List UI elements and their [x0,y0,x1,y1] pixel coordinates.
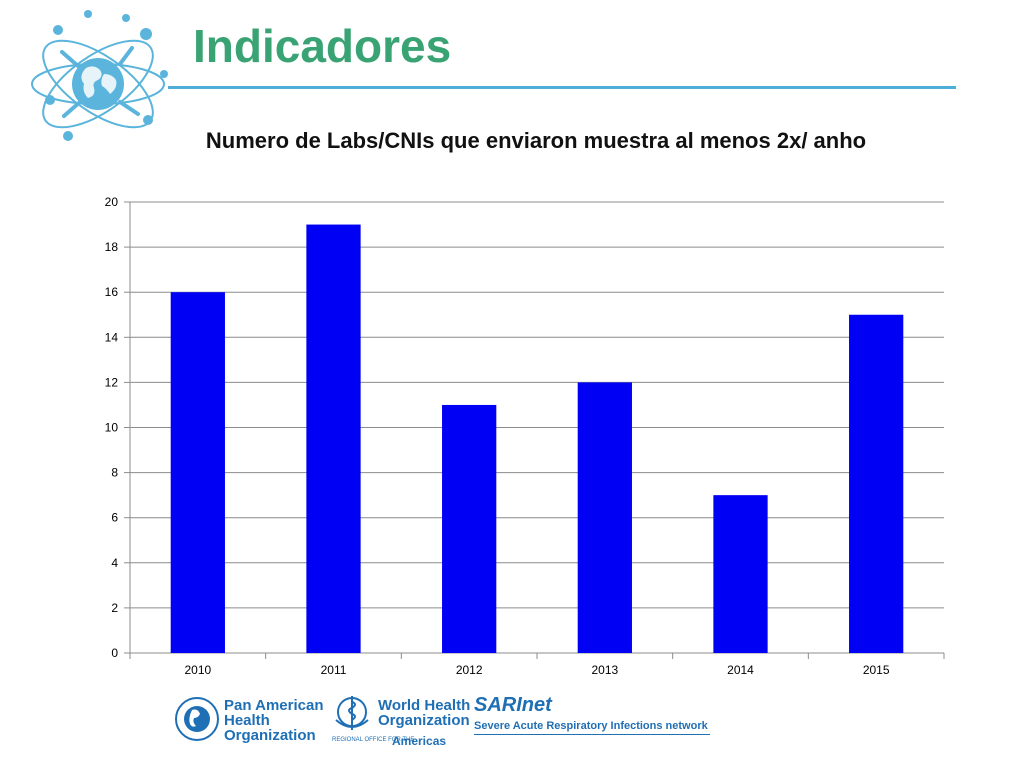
y-tick-label: 4 [111,556,118,570]
y-tick-label: 18 [105,240,119,254]
who-logo: World Health Organization REGIONAL OFFIC… [330,692,470,752]
y-tick-label: 14 [105,330,119,344]
title-divider [168,86,956,89]
who-emblem-icon [335,696,369,730]
x-tick-label: 2013 [591,663,618,677]
chart-title: Numero de Labs/CNIs que enviaron muestra… [205,128,867,153]
who-americas: Americas [392,734,447,748]
paho-seal-icon [175,697,219,741]
paho-line2: Health [224,712,270,729]
bar-2011 [306,224,361,654]
bar-2012 [442,404,497,653]
bar-2015 [849,314,904,653]
x-tick-label: 2014 [727,663,754,677]
x-tick-label: 2011 [321,663,347,677]
y-tick-label: 10 [105,421,119,435]
bar-2014 [713,495,768,653]
footer-logos: Pan American Health Organization World H… [0,690,1024,760]
sarinet-underline [474,734,710,735]
y-tick-label: 12 [105,375,119,389]
bar-2013 [577,382,632,653]
sarinet-logo: SARInet Severe Acute Respiratory Infecti… [472,690,717,740]
x-tick-label: 2010 [184,663,211,677]
y-tick-label: 8 [111,466,118,480]
slide-title: Indicadores [193,20,452,72]
who-line2: Organization [378,712,470,729]
paho-logo: Pan American Health Organization [174,692,324,748]
paho-line3: Organization [224,727,316,744]
who-regional-office: REGIONAL OFFICE FOR THE [332,737,415,743]
y-tick-label: 6 [111,511,118,525]
bar-chart: 0 2 4 6 8 10 12 14 16 18 20 2010 2011 2012 2013 2014 201… [105,195,945,677]
y-tick-label: 2 [111,601,118,615]
sarinet-name: SARInet [474,694,552,716]
sarinet-tagline: Severe Acute Respiratory Infections netw… [474,720,708,732]
y-tick-label: 0 [111,646,118,660]
paho-line1: Pan American [224,697,324,714]
globe-network-icon [31,10,168,141]
y-tick-label: 20 [105,195,119,209]
x-tick-label: 2012 [456,663,483,677]
bar-2010 [170,292,225,653]
y-tick-label: 16 [105,285,119,299]
x-tick-label: 2015 [863,663,890,677]
who-line1: World Health [378,697,471,714]
